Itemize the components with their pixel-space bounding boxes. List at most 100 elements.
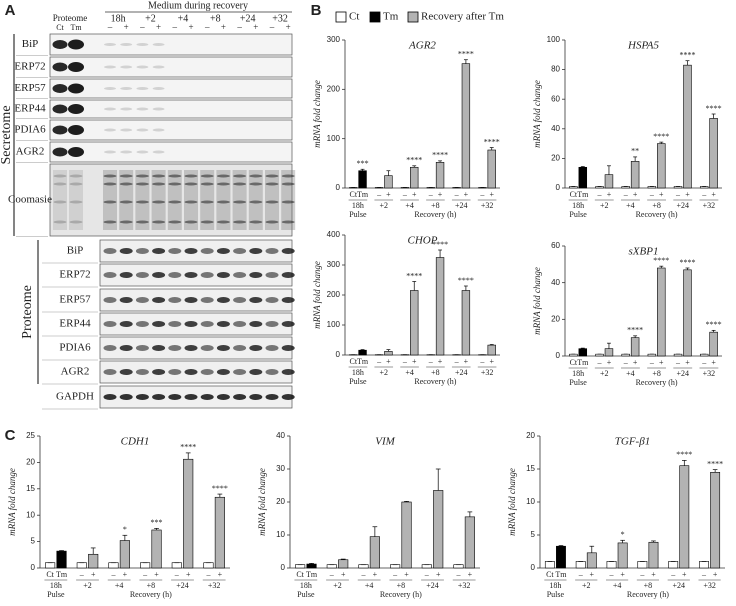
band <box>168 220 182 224</box>
y-tick-label: 0 <box>556 351 561 360</box>
y-tick-label: 5 <box>531 530 536 539</box>
band <box>233 394 247 400</box>
group-label: +2 <box>600 369 609 378</box>
x-tick-label: – <box>479 190 485 199</box>
bar <box>710 471 721 569</box>
group-sub-label: Pulse <box>349 377 367 386</box>
band <box>152 174 166 178</box>
blot-row-label: Coomasie <box>8 194 52 206</box>
bar <box>76 562 87 569</box>
y-tick-label: 20 <box>551 314 560 323</box>
y-tick-label: 40 <box>551 124 560 133</box>
x-tick-label: – <box>455 570 461 579</box>
x-tick-label: Tm <box>306 570 318 579</box>
band <box>200 248 214 254</box>
band <box>265 321 279 327</box>
x-axis-label: Recovery (h) <box>380 590 422 599</box>
group-sub-label: Pulse <box>47 590 65 599</box>
significance: **** <box>484 137 500 146</box>
chart-title: CHOP <box>408 235 438 247</box>
x-tick-label: – <box>454 190 460 199</box>
band <box>281 174 295 178</box>
band <box>52 147 68 157</box>
band <box>119 182 133 186</box>
band <box>216 220 230 224</box>
x-tick-label: + <box>607 358 612 367</box>
lane-sign: – <box>107 22 113 32</box>
band <box>68 125 84 135</box>
y-axis-label: mRNA fold change <box>532 267 542 335</box>
y-axis-label: mRNA fold change <box>312 80 322 148</box>
x-tick-label: – <box>428 190 434 199</box>
band <box>233 321 247 327</box>
y-tick-label: 100 <box>547 35 561 44</box>
bar <box>410 290 419 356</box>
x-tick-label: + <box>633 190 638 199</box>
band <box>200 174 214 178</box>
band <box>281 321 295 327</box>
y-tick-label: 20 <box>526 431 535 440</box>
x-tick-label: + <box>711 358 716 367</box>
lane-label: Tm <box>70 23 82 32</box>
band <box>152 345 166 351</box>
group-label: +32 <box>208 581 221 590</box>
x-tick-label: – <box>174 570 180 579</box>
y-tick-label: 0 <box>556 183 561 192</box>
band <box>52 84 68 93</box>
band <box>249 345 263 351</box>
y-tick-label: 0 <box>281 563 286 572</box>
timepoint-label: +32 <box>272 13 288 24</box>
group-label: 18h <box>300 581 312 590</box>
x-tick-label: + <box>659 358 664 367</box>
bar <box>683 269 692 357</box>
band <box>249 321 263 327</box>
blot-row-label: GAPDH <box>56 391 94 403</box>
bar <box>88 553 99 569</box>
band <box>168 394 182 400</box>
lane-sign: + <box>221 22 226 32</box>
bar <box>709 118 718 189</box>
group-label: 18h <box>549 581 561 590</box>
bar <box>487 149 496 189</box>
blot-strip <box>49 33 293 56</box>
band <box>200 369 214 375</box>
y-tick-label: 10 <box>26 510 35 519</box>
band <box>120 128 133 132</box>
group-label: 18h <box>50 581 62 590</box>
band <box>69 174 83 178</box>
band <box>52 125 68 135</box>
lane-sign: – <box>204 22 210 32</box>
band <box>168 321 182 327</box>
band <box>265 182 279 186</box>
band <box>281 220 295 224</box>
band <box>152 182 166 186</box>
group-label: +32 <box>703 369 716 378</box>
band <box>200 272 214 278</box>
x-tick-label: Tm <box>555 570 567 579</box>
group-label: +24 <box>455 368 468 377</box>
band <box>249 200 263 204</box>
bar <box>604 174 614 189</box>
group-label: +8 <box>397 581 406 590</box>
band <box>103 220 117 224</box>
significance: * <box>621 530 625 539</box>
band <box>200 394 214 400</box>
band <box>52 40 68 49</box>
blot-strip <box>49 56 293 78</box>
group-label: +4 <box>626 201 635 210</box>
x-tick-label: – <box>597 190 603 199</box>
band <box>216 200 230 204</box>
blot-row-label: ERP44 <box>59 318 91 330</box>
smear <box>69 170 83 230</box>
panel-label: C <box>5 427 16 444</box>
x-tick-label: – <box>623 358 629 367</box>
band <box>281 369 295 375</box>
band <box>135 272 149 278</box>
band <box>265 369 279 375</box>
band <box>104 128 116 132</box>
x-tick-label: Tm <box>357 357 369 366</box>
bar <box>679 465 690 569</box>
band <box>136 128 149 132</box>
x-tick-label: + <box>91 570 96 579</box>
